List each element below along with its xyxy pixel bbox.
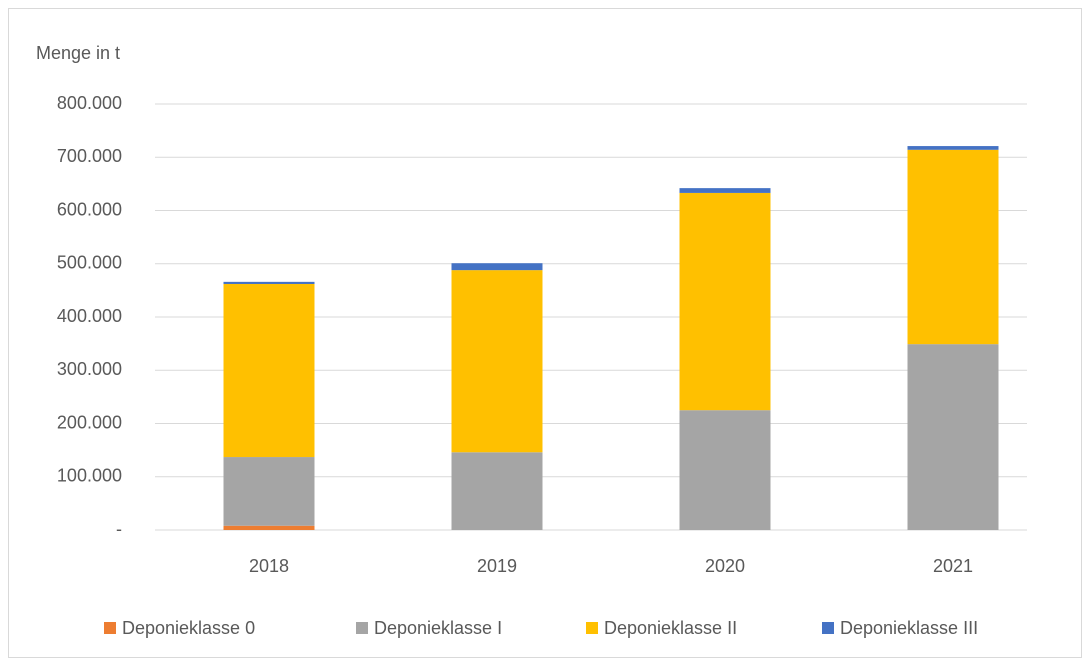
bar-segment	[223, 525, 315, 530]
x-tick-label: 2018	[249, 556, 289, 576]
x-tick-label: 2019	[477, 556, 517, 576]
y-tick-label: 200.000	[57, 412, 122, 432]
bar-segment	[451, 270, 543, 453]
bar-segment	[679, 192, 771, 411]
bar-segment	[223, 281, 315, 284]
y-tick-label: 800.000	[57, 93, 122, 113]
x-tick-label: 2021	[933, 556, 973, 576]
x-tick-label: 2020	[705, 556, 745, 576]
legend-label: Deponieklasse III	[840, 618, 978, 638]
chart-frame	[8, 8, 1082, 658]
y-tick-label: -	[116, 519, 122, 539]
y-tick-label: 600.000	[57, 199, 122, 219]
y-tick-label: 700.000	[57, 146, 122, 166]
legend-label: Deponieklasse I	[374, 618, 502, 638]
legend-swatch	[822, 622, 834, 634]
bar-segment	[223, 283, 315, 458]
bar-segment	[907, 344, 999, 530]
y-tick-label: 500.000	[57, 253, 122, 273]
y-tick-label: 100.000	[57, 466, 122, 486]
bar-segment	[223, 457, 315, 526]
legend-swatch	[586, 622, 598, 634]
y-tick-label: 400.000	[57, 306, 122, 326]
bar-segment	[679, 188, 771, 193]
bar-segment	[451, 452, 543, 530]
legend-label: Deponieklasse II	[604, 618, 737, 638]
legend-swatch	[104, 622, 116, 634]
y-axis-label: Menge in t	[36, 43, 120, 63]
bar-segment	[679, 410, 771, 530]
legend-swatch	[356, 622, 368, 634]
bar-segment	[907, 149, 999, 345]
y-tick-label: 300.000	[57, 359, 122, 379]
legend-label: Deponieklasse 0	[122, 618, 255, 638]
bar-segment	[907, 146, 999, 150]
bar-segment	[451, 263, 543, 271]
